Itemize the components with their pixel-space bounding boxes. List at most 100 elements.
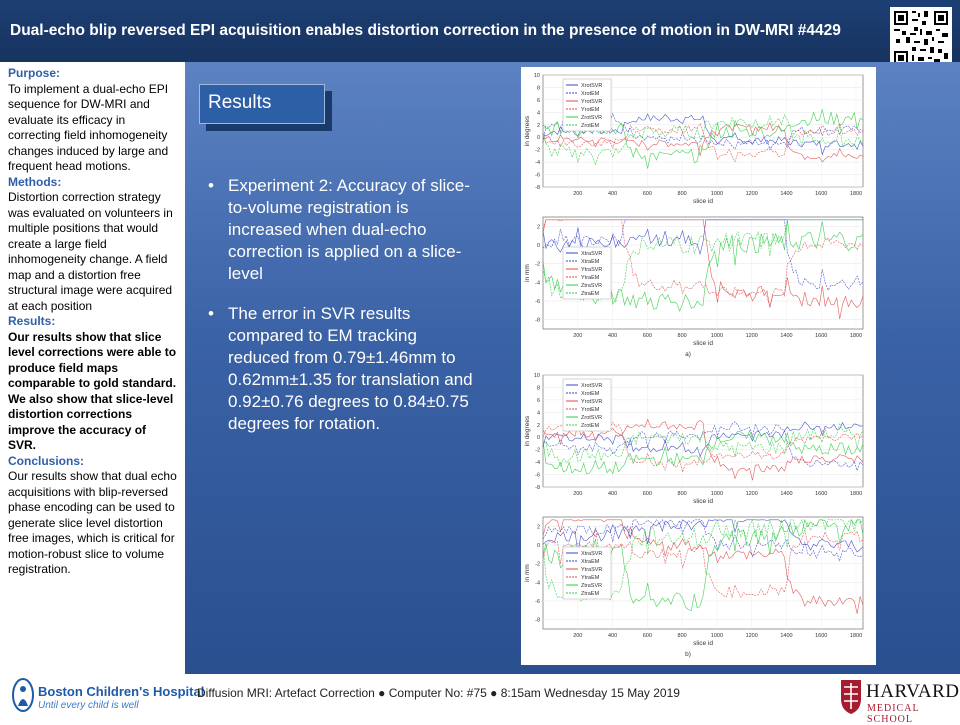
- x-tick-label: 400: [608, 633, 617, 639]
- results-text: Our results show that slice level correc…: [8, 329, 177, 453]
- y-tick-label: 0: [537, 135, 540, 141]
- boston-childrens-logo-icon: [12, 678, 34, 712]
- footer-bar: [0, 674, 960, 720]
- legend-box: [562, 546, 612, 600]
- x-tick-label: 200: [573, 491, 582, 497]
- x-tick-label: 1000: [711, 333, 723, 339]
- x-tick-label: 800: [678, 491, 687, 497]
- conclusions-text: Our results show that dual echo acquisit…: [8, 469, 177, 576]
- y-tick-label: -8: [535, 485, 540, 491]
- series-line: [542, 518, 864, 611]
- y-tick-label: -4: [535, 280, 540, 286]
- x-tick-label: 800: [678, 191, 687, 197]
- y-tick-label: -4: [535, 460, 540, 466]
- y-tick-label: 0: [537, 243, 540, 249]
- x-axis-label: slice id: [693, 198, 713, 205]
- x-tick-label: 200: [573, 633, 582, 639]
- legend-label: YrotEM: [581, 407, 600, 413]
- series-line: [542, 122, 864, 163]
- series-line: [542, 519, 864, 553]
- legend-label: ZrotSVR: [581, 415, 602, 421]
- purpose-text: To implement a dual-echo EPI sequence fo…: [8, 81, 169, 174]
- series-line: [542, 219, 864, 320]
- legend-label: ZrotEM: [581, 123, 599, 129]
- y-axis-label: in degrees: [524, 415, 531, 446]
- x-tick-label: 800: [678, 633, 687, 639]
- series-line: [542, 421, 864, 472]
- series-line: [542, 113, 864, 166]
- legend-label: YrotEM: [581, 107, 600, 113]
- session-info: Diffusion MRI: Artefact Correction ● Com…: [197, 686, 680, 700]
- legend-label: XrotSVR: [581, 83, 602, 89]
- legend-label: XrotEM: [581, 91, 600, 97]
- results-section-label: Results: [199, 84, 325, 124]
- x-tick-label: 1400: [780, 333, 792, 339]
- y-tick-label: 4: [537, 110, 540, 116]
- x-tick-label: 1600: [815, 491, 827, 497]
- y-tick-label: -6: [535, 173, 540, 179]
- conclusions-heading: Conclusions:: [8, 453, 85, 468]
- x-axis-label: slice id: [693, 640, 713, 647]
- x-tick-label: 400: [608, 333, 617, 339]
- series-line: [542, 112, 864, 151]
- x-tick-label: 200: [573, 333, 582, 339]
- legend-label: ZtraSVR: [581, 583, 602, 589]
- legend-label: ZtraEM: [581, 291, 599, 297]
- x-tick-label: 1000: [711, 633, 723, 639]
- legend-label: XrotSVR: [581, 383, 602, 389]
- x-tick-label: 1800: [850, 191, 862, 197]
- x-tick-label: 1600: [815, 333, 827, 339]
- panel-label: b): [685, 651, 691, 658]
- purpose-heading: Purpose:: [8, 66, 61, 80]
- y-tick-label: -8: [535, 318, 540, 324]
- results-label-text: Results: [208, 92, 272, 113]
- plot-panel: [542, 216, 864, 330]
- methods-heading: Methods:: [8, 174, 62, 189]
- y-tick-label: 2: [537, 423, 540, 429]
- series-line: [542, 219, 864, 308]
- x-tick-label: 1600: [815, 633, 827, 639]
- x-tick-label: 1800: [850, 491, 862, 497]
- harvard-name: HARVARD: [866, 681, 960, 702]
- y-axis-label: in mm: [524, 264, 531, 282]
- y-tick-label: 6: [537, 98, 540, 104]
- x-axis-label: slice id: [693, 498, 713, 505]
- methods-text: Distortion correction strategy was evalu…: [8, 190, 173, 313]
- x-tick-label: 800: [678, 333, 687, 339]
- y-tick-label: -4: [535, 580, 540, 586]
- y-tick-label: -4: [535, 160, 540, 166]
- x-tick-label: 600: [643, 633, 652, 639]
- x-tick-label: 600: [643, 333, 652, 339]
- legend-label: XtraSVR: [581, 251, 602, 257]
- results-heading: Results:: [8, 314, 56, 328]
- legend-label: YtraSVR: [581, 567, 602, 573]
- x-tick-label: 400: [608, 191, 617, 197]
- x-tick-label: 1800: [850, 633, 862, 639]
- results-bullets: • Experiment 2: Accuracy of slice-to-vol…: [206, 175, 481, 453]
- series-line: [542, 421, 864, 458]
- series-line: [542, 122, 864, 163]
- legend-label: YtraEM: [581, 275, 600, 281]
- series-line: [542, 423, 864, 467]
- series-line: [542, 519, 864, 614]
- bullet-item: • Experiment 2: Accuracy of slice-to-vol…: [206, 175, 481, 285]
- series-line: [542, 219, 864, 312]
- legend-box: [562, 378, 612, 432]
- x-tick-label: 1200: [746, 191, 758, 197]
- y-tick-label: -2: [535, 562, 540, 568]
- legend-label: ZrotEM: [581, 423, 599, 429]
- y-tick-label: -6: [535, 599, 540, 605]
- y-tick-label: 10: [534, 73, 540, 79]
- plot-panel: [542, 516, 864, 630]
- qr-code-icon[interactable]: [890, 7, 952, 69]
- x-tick-label: 1800: [850, 333, 862, 339]
- y-axis-label: in mm: [524, 564, 531, 582]
- x-tick-label: 1000: [711, 191, 723, 197]
- legend-label: XtraEM: [581, 259, 600, 265]
- x-tick-label: 1600: [815, 191, 827, 197]
- x-axis-label: slice id: [693, 340, 713, 347]
- x-tick-label: 1200: [746, 333, 758, 339]
- y-tick-label: -6: [535, 473, 540, 479]
- y-tick-label: 2: [537, 524, 540, 530]
